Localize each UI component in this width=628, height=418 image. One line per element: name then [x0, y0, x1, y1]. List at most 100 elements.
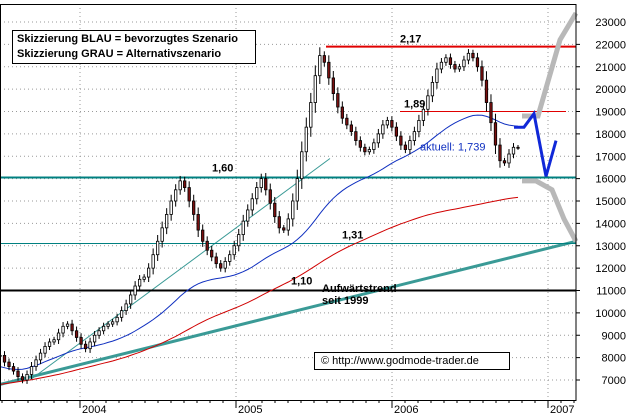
trendlines — [0, 158, 577, 386]
axes: 7000 8000 9000 10000 11000 12000 13000 14000 150… — [0, 4, 626, 416]
candle-up — [178, 180, 182, 191]
candle-up — [385, 120, 390, 126]
candle-up — [439, 61, 444, 70]
candle-up — [147, 267, 151, 278]
current-value-label: aktuell: 1,739 — [420, 142, 485, 154]
candle-up — [232, 245, 236, 256]
candle-down — [498, 144, 502, 162]
candle-down — [349, 124, 353, 133]
candle-down — [7, 361, 11, 367]
candle-down — [399, 135, 403, 146]
candle-up — [255, 187, 259, 200]
candle-down — [277, 216, 281, 229]
candle-up — [165, 214, 169, 229]
candle-up — [228, 254, 232, 262]
candle-down — [20, 376, 25, 381]
candle-up — [372, 142, 376, 150]
candle-down — [214, 256, 218, 265]
candle-up — [119, 310, 124, 318]
level-label-1,31: 1,31 — [342, 230, 363, 242]
ytick-label-10000: 10000 — [595, 308, 626, 320]
candle-down — [210, 249, 214, 258]
candle-down — [493, 122, 498, 146]
candle-up — [237, 234, 241, 247]
xtick-label-2006: 2006 — [394, 404, 418, 416]
candle-up — [466, 52, 471, 61]
candle-up — [38, 352, 43, 361]
candle-down — [327, 61, 331, 79]
candle-up — [223, 261, 227, 269]
candle-up — [151, 254, 155, 269]
ytick-label-13000: 13000 — [595, 241, 626, 253]
candle-down — [340, 106, 344, 119]
candle-down — [16, 370, 20, 378]
candle-down — [453, 64, 457, 70]
ytick-label-16000: 16000 — [595, 174, 626, 186]
copyright-link[interactable]: © http://www.godmode-trader.de — [314, 352, 510, 370]
scenario-sketches — [514, 11, 579, 243]
grey-scenario-up — [522, 11, 579, 119]
candle-up — [29, 366, 34, 375]
candle-up — [412, 131, 417, 141]
candle-up — [462, 59, 466, 68]
ytick-label-7000: 7000 — [602, 375, 626, 387]
candle-up — [457, 66, 462, 70]
candle-up — [507, 153, 511, 164]
candle-up — [88, 341, 92, 350]
candle-down — [268, 189, 272, 204]
candle-up — [61, 325, 65, 334]
ytick-label-11000: 11000 — [596, 286, 626, 298]
candle-up — [435, 68, 439, 83]
level-label-1,89: 1,89 — [404, 99, 425, 111]
candle-down — [448, 57, 453, 65]
candle-down — [480, 66, 484, 81]
candle-down — [363, 146, 367, 153]
trend-label-line1: Aufwärtstrend — [322, 283, 397, 295]
candle-down — [79, 337, 83, 345]
candle-down — [273, 202, 277, 218]
candle-up — [318, 55, 322, 77]
candle-up — [246, 209, 250, 222]
level-lines — [0, 45, 576, 292]
candle-up — [426, 95, 430, 110]
level-label-2,17: 2,17 — [400, 34, 421, 46]
ytick-label-21000: 21000 — [595, 62, 626, 74]
candle-down — [2, 354, 7, 363]
candle-up — [25, 374, 29, 381]
candle-down — [336, 93, 340, 108]
ytick-label-22000: 22000 — [595, 39, 626, 51]
ytick-label-19000: 19000 — [595, 107, 626, 119]
candle-down — [83, 343, 88, 350]
candle-up — [286, 218, 290, 231]
candle-up — [295, 178, 299, 202]
candle-up — [65, 323, 70, 327]
ytick-label-12000: 12000 — [595, 263, 626, 275]
candle-down — [74, 330, 79, 338]
candle-up — [421, 108, 426, 121]
trend-label-line2: seit 1999 — [322, 295, 368, 307]
candle-up — [110, 321, 115, 325]
candle-up — [52, 339, 56, 343]
candle-up — [47, 341, 52, 347]
candle-up — [300, 151, 304, 180]
candles — [0, 47, 520, 384]
candle-up — [259, 178, 263, 188]
candle-down — [183, 180, 187, 188]
candle-up — [381, 124, 385, 135]
candle-down — [516, 146, 520, 149]
candle-up — [124, 303, 128, 312]
candle-up — [128, 294, 133, 305]
candle-up — [304, 126, 308, 153]
candle-up — [106, 323, 110, 327]
candle-up — [142, 276, 146, 280]
candle-up — [160, 227, 164, 242]
ytick-label-18000: 18000 — [595, 129, 626, 141]
level-label-1,60: 1,60 — [212, 163, 233, 175]
candle-up — [417, 120, 421, 133]
candle-down — [394, 126, 399, 137]
legend-line-grey: Skizzierung GRAU = Alternativszenario — [17, 48, 222, 60]
candle-up — [101, 325, 106, 332]
candle-up — [169, 200, 173, 215]
candle-down — [502, 160, 507, 164]
xtick-label-2004: 2004 — [82, 404, 106, 416]
